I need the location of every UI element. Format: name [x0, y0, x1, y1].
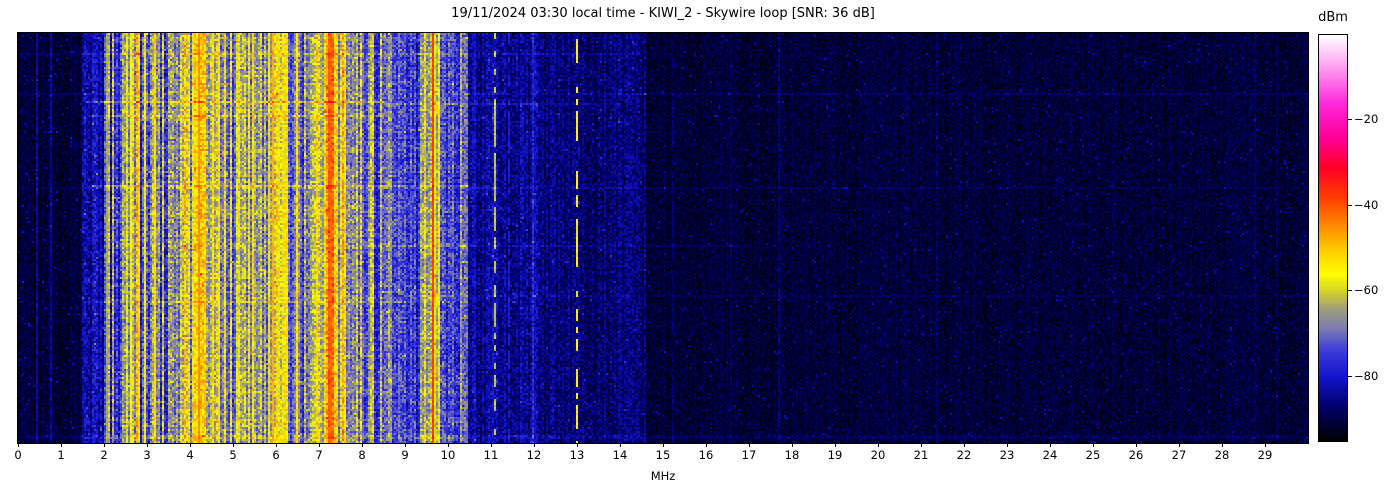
colorbar-canvas: [1319, 35, 1347, 441]
colorbar-tick-mark: [1348, 204, 1352, 206]
plot-area: [17, 32, 1309, 444]
x-tick-mark: [877, 443, 879, 447]
x-tick-mark: [1006, 443, 1008, 447]
x-tick-label: 2: [100, 448, 108, 462]
x-tick-label: 17: [741, 448, 757, 462]
x-tick-mark: [834, 443, 836, 447]
x-tick-label: 11: [483, 448, 499, 462]
colorbar-tick-mark: [1348, 375, 1352, 377]
x-tick-label: 6: [272, 448, 280, 462]
x-tick-label: 26: [1128, 448, 1144, 462]
x-tick-label: 27: [1171, 448, 1187, 462]
x-tick-label: 20: [870, 448, 886, 462]
x-tick-mark: [275, 443, 277, 447]
x-tick-mark: [1221, 443, 1223, 447]
x-tick-label: 5: [229, 448, 237, 462]
x-tick-label: 9: [401, 448, 409, 462]
x-tick-mark: [1135, 443, 1137, 447]
colorbar-tick-label: −40: [1354, 197, 1379, 212]
x-tick-label: 29: [1257, 448, 1273, 462]
x-tick-mark: [60, 443, 62, 447]
x-tick-label: 25: [1085, 448, 1101, 462]
x-tick-label: 28: [1214, 448, 1230, 462]
x-tick-mark: [361, 443, 363, 447]
colorbar-tick-label: −60: [1354, 283, 1379, 298]
x-tick-label: 8: [358, 448, 366, 462]
colorbar: [1318, 34, 1348, 442]
x-tick-mark: [1178, 443, 1180, 447]
colorbar-label: dBm: [1318, 10, 1348, 25]
x-tick-label: 14: [612, 448, 628, 462]
x-tick-label: 18: [784, 448, 800, 462]
colorbar-tick-label: −80: [1354, 368, 1379, 383]
x-tick-label: 16: [698, 448, 714, 462]
x-tick-label: 4: [186, 448, 194, 462]
x-tick-mark: [232, 443, 234, 447]
x-tick-mark: [146, 443, 148, 447]
x-tick-label: 3: [143, 448, 151, 462]
x-tick-mark: [576, 443, 578, 447]
x-tick-mark: [1264, 443, 1266, 447]
x-tick-label: 12: [526, 448, 542, 462]
x-tick-mark: [963, 443, 965, 447]
spectrogram-canvas: [18, 33, 1308, 443]
x-tick-label: 7: [315, 448, 323, 462]
x-tick-label: 15: [655, 448, 671, 462]
x-tick-label: 23: [999, 448, 1015, 462]
x-tick-label: 24: [1042, 448, 1058, 462]
x-tick-mark: [318, 443, 320, 447]
x-tick-label: 1: [57, 448, 65, 462]
x-tick-mark: [1092, 443, 1094, 447]
colorbar-tick-mark: [1348, 119, 1352, 121]
colorbar-tick-mark: [1348, 290, 1352, 292]
colorbar-tick-label: −20: [1354, 112, 1379, 127]
x-tick-label: 21: [913, 448, 929, 462]
x-tick-mark: [103, 443, 105, 447]
x-tick-mark: [791, 443, 793, 447]
x-tick-mark: [748, 443, 750, 447]
x-tick-mark: [404, 443, 406, 447]
x-tick-label: 0: [14, 448, 22, 462]
x-axis-label: MHz: [650, 469, 676, 483]
x-tick-label: 13: [569, 448, 585, 462]
x-tick-mark: [920, 443, 922, 447]
x-tick-mark: [490, 443, 492, 447]
x-tick-mark: [705, 443, 707, 447]
x-tick-mark: [17, 443, 19, 447]
x-tick-mark: [189, 443, 191, 447]
x-tick-mark: [533, 443, 535, 447]
x-tick-label: 22: [956, 448, 972, 462]
x-tick-mark: [619, 443, 621, 447]
x-tick-mark: [662, 443, 664, 447]
x-tick-mark: [447, 443, 449, 447]
chart-title: 19/11/2024 03:30 local time - KIWI_2 - S…: [451, 6, 875, 21]
x-tick-label: 19: [827, 448, 843, 462]
x-tick-mark: [1049, 443, 1051, 447]
x-tick-label: 10: [440, 448, 456, 462]
